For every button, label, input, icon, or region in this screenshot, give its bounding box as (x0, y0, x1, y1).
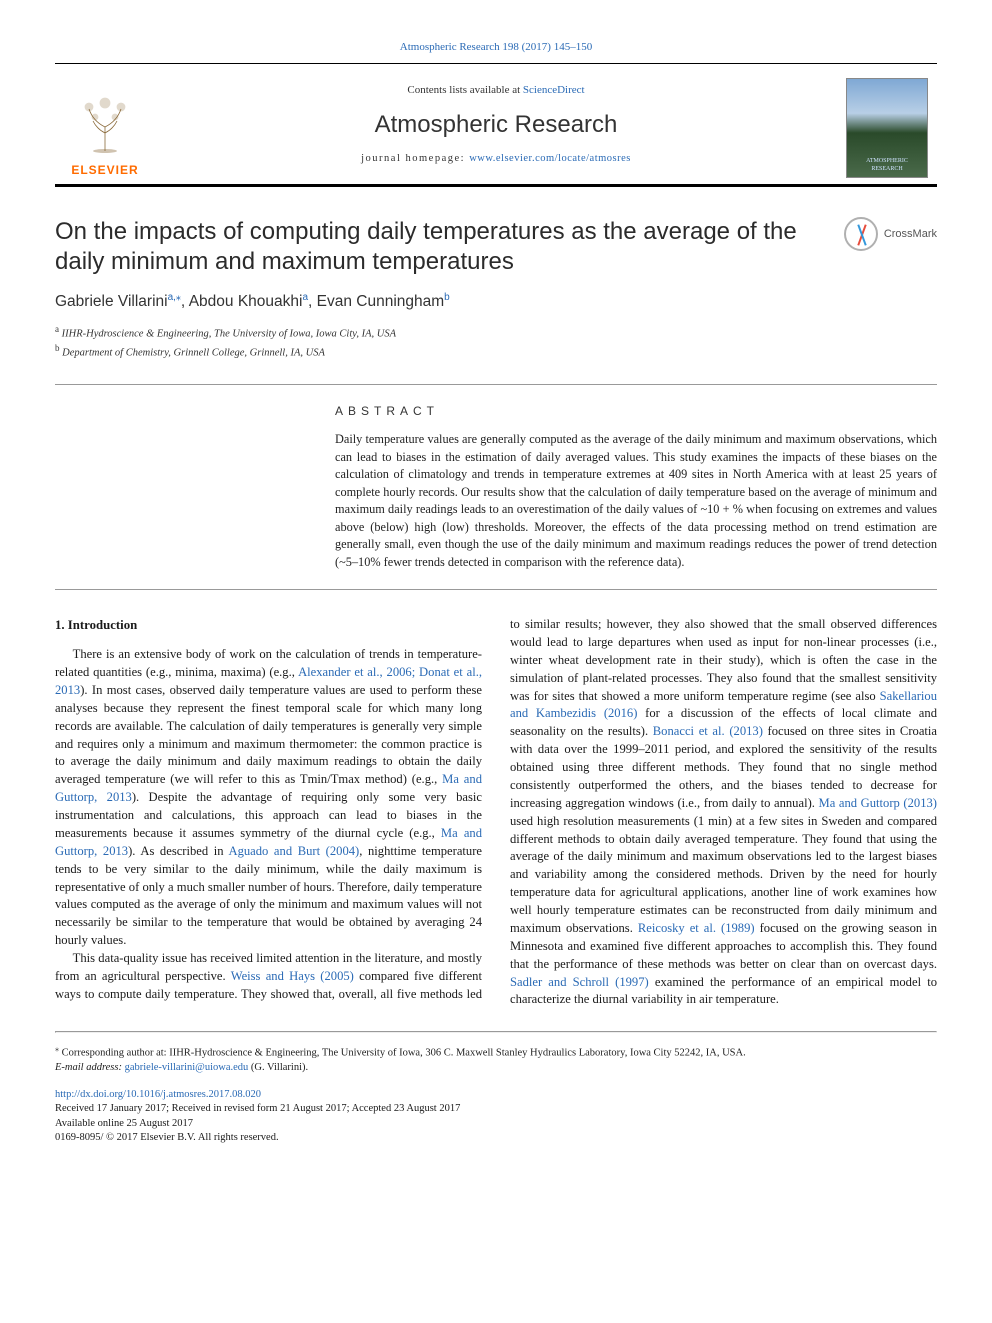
email-label: E-mail address: (55, 1062, 125, 1073)
aff-a-label: a (55, 324, 59, 334)
homepage-prefix: journal homepage: (361, 153, 469, 164)
sciencedirect-link[interactable]: ScienceDirect (523, 84, 585, 96)
ref-bonacci[interactable]: Bonacci et al. (2013) (653, 724, 763, 738)
author-1-name: Gabriele Villarini (55, 294, 168, 311)
author-1-aff[interactable]: a, (168, 292, 176, 303)
author-3-aff[interactable]: b (444, 292, 450, 303)
email-suffix: (G. Villarini). (248, 1062, 308, 1073)
received-line: Received 17 January 2017; Received in re… (55, 1103, 460, 1114)
aff-b-text: Department of Chemistry, Grinnell Colleg… (62, 348, 325, 359)
cover-label: ATMOSPHERIC RESEARCH (851, 157, 923, 174)
crossmark-icon (844, 217, 878, 251)
homepage-line: journal homepage: www.elsevier.com/locat… (155, 152, 837, 167)
copyright-line: 0169-8095/ © 2017 Elsevier B.V. All righ… (55, 1132, 279, 1143)
journal-cover-thumbnail: ATMOSPHERIC RESEARCH (846, 78, 928, 178)
masthead: ELSEVIER Contents lists available at Sci… (55, 63, 937, 187)
publisher-block: ELSEVIER (55, 64, 155, 184)
abstract-block: ABSTRACT Daily temperature values are ge… (55, 385, 937, 589)
aff-b-label: b (55, 343, 60, 353)
article-title: On the impacts of computing daily temper… (55, 217, 824, 277)
contents-prefix: Contents lists available at (407, 84, 522, 96)
journal-ref-link[interactable]: Atmospheric Research 198 (2017) 145–150 (400, 41, 592, 53)
footer-divider (55, 1031, 937, 1033)
available-line: Available online 25 August 2017 (55, 1118, 193, 1129)
divider (55, 589, 937, 590)
ref-sadler-schroll[interactable]: Sadler and Schroll (1997) (510, 975, 649, 989)
corr-email-link[interactable]: gabriele-villarini@uiowa.edu (125, 1062, 249, 1073)
corr-text: Corresponding author at: IIHR-Hydroscien… (59, 1048, 746, 1059)
journal-name: Atmospheric Research (155, 108, 837, 142)
publisher-label: ELSEVIER (71, 162, 138, 179)
crossmark-widget[interactable]: CrossMark (844, 217, 937, 251)
ref-reicosky[interactable]: Reicosky et al. (1989) (638, 921, 755, 935)
ref-ma-guttorp-3[interactable]: Ma and Guttorp (2013) (819, 796, 938, 810)
author-2-name: Abdou Khouakhi (189, 294, 303, 311)
journal-cover-block: ATMOSPHERIC RESEARCH (837, 64, 937, 184)
contents-line: Contents lists available at ScienceDirec… (155, 83, 837, 98)
aff-a-text: IIHR-Hydroscience & Engineering, The Uni… (62, 329, 396, 340)
body-columns: 1. Introduction There is an extensive bo… (55, 616, 937, 1009)
author-3-name: Evan Cunningham (317, 294, 445, 311)
homepage-link[interactable]: www.elsevier.com/locate/atmosres (469, 153, 631, 164)
affiliations: a IIHR-Hydroscience & Engineering, The U… (55, 323, 937, 361)
author-sep-1: , (181, 294, 189, 311)
crossmark-label: CrossMark (884, 227, 937, 242)
doi-link[interactable]: http://dx.doi.org/10.1016/j.atmosres.201… (55, 1089, 261, 1100)
author-sep-2: , (308, 294, 317, 311)
ref-aguado-burt[interactable]: Aguado and Burt (2004) (228, 844, 359, 858)
journal-reference-header: Atmospheric Research 198 (2017) 145–150 (55, 40, 937, 55)
para-1: There is an extensive body of work on th… (55, 646, 482, 950)
ref-weiss-hays[interactable]: Weiss and Hays (2005) (231, 969, 354, 983)
authors-line: Gabriele Villarinia,⁎, Abdou Khouakhia, … (55, 291, 937, 313)
article-info-block: http://dx.doi.org/10.1016/j.atmosres.201… (55, 1088, 937, 1145)
corresponding-author-footnote: ⁎ Corresponding author at: IIHR-Hydrosci… (55, 1043, 937, 1076)
elsevier-tree-icon (70, 88, 140, 158)
section-1-heading: 1. Introduction (55, 616, 482, 634)
abstract-heading: ABSTRACT (335, 403, 937, 420)
abstract-text: Daily temperature values are generally c… (335, 431, 937, 571)
